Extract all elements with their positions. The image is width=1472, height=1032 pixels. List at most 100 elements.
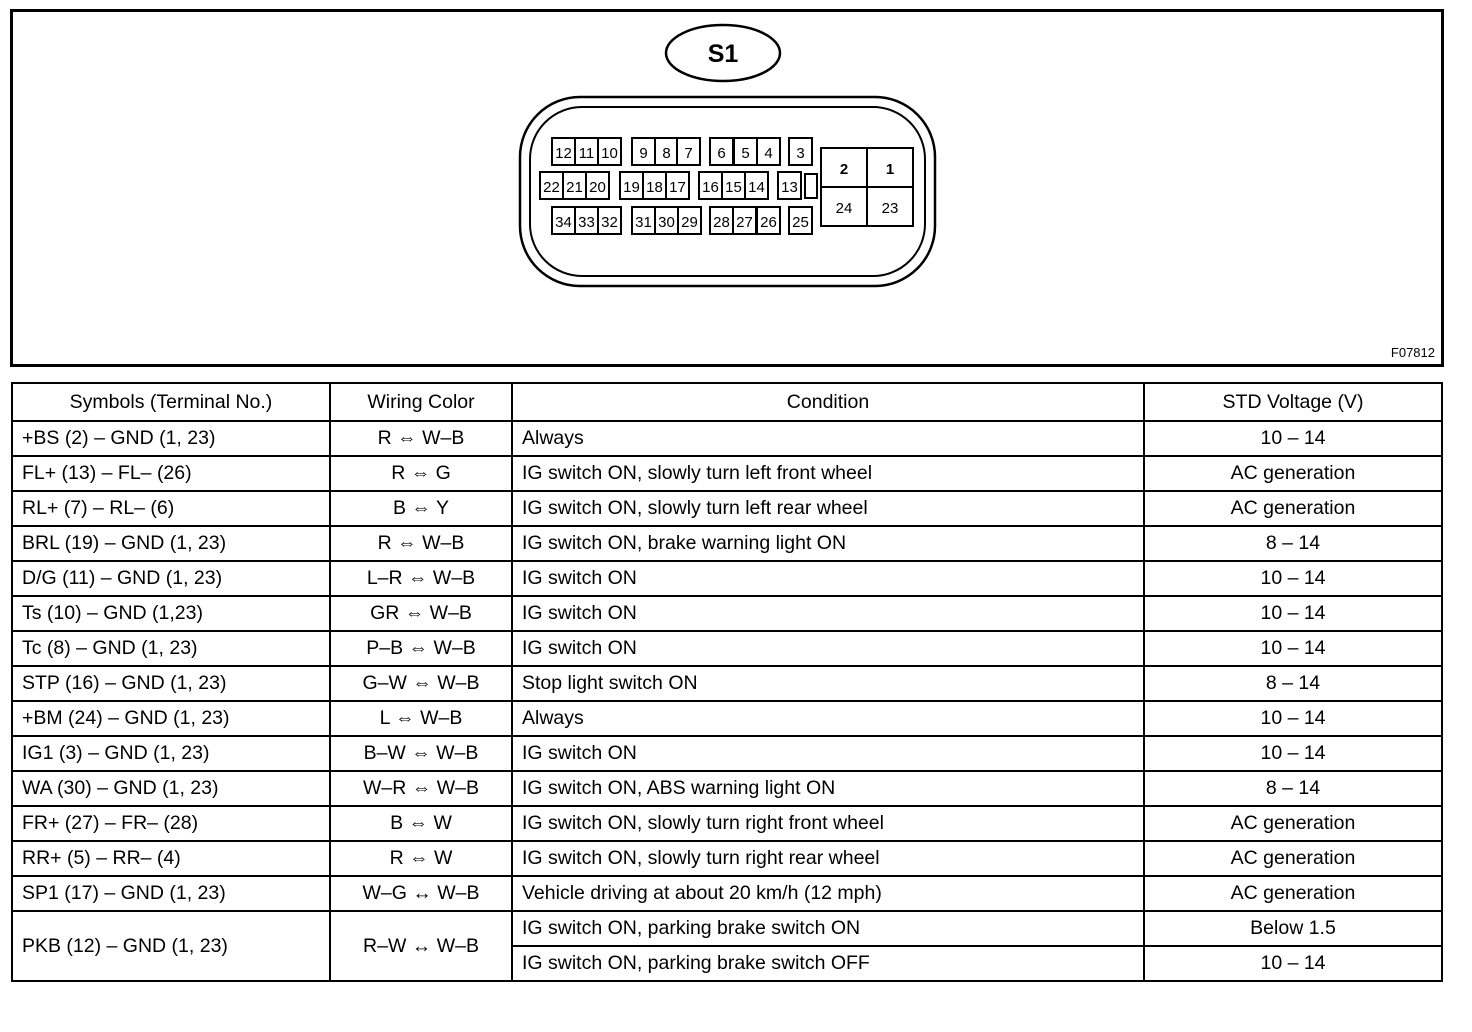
connector-label-oval — [664, 23, 782, 83]
cell-std-voltage: 8 – 14 — [1143, 665, 1443, 702]
cell-symbols: FR+ (27) – FR– (28) — [11, 805, 331, 842]
cell-condition: IG switch ON, slowly turn right front wh… — [511, 805, 1145, 842]
table-row: +BS (2) – GND (1, 23) R ⇔ W–B Always 10 – 1… — [11, 420, 1443, 457]
power-pin-cavity — [866, 147, 914, 188]
cell-std-voltage: 10 – 14 — [1143, 630, 1443, 667]
pin-cavity — [597, 206, 622, 235]
pin-number: 27 — [736, 214, 753, 231]
table-row: SP1 (17) – GND (1, 23) W–G ↔ W–B Vehicle d… — [11, 875, 1443, 912]
cell-wiring-color: G–W ⇔ W–B — [329, 665, 513, 702]
cell-wiring-color: GR ⇔ W–B — [329, 595, 513, 632]
header-symbols: Symbols (Terminal No.) — [11, 382, 331, 422]
pin-number: 1 — [886, 161, 894, 178]
pin-number: 31 — [635, 214, 652, 231]
cell-wiring-color: R ⇔ G — [329, 455, 513, 492]
pin-number: 19 — [623, 179, 640, 196]
pin-number: 6 — [717, 145, 725, 162]
pin-number: 24 — [836, 200, 853, 217]
pin-cavity — [777, 171, 802, 200]
pin-number: 33 — [578, 214, 595, 231]
figure-code: F07812 — [1390, 345, 1435, 360]
pin-number: 10 — [601, 145, 618, 162]
cell-condition: IG switch ON, parking brake switch ON — [511, 910, 1145, 947]
pin-cavity — [756, 206, 781, 235]
pin-number: 14 — [748, 179, 765, 196]
cell-symbols: SP1 (17) – GND (1, 23) — [11, 875, 331, 912]
pin-number: 28 — [713, 214, 730, 231]
pin-number: 25 — [792, 214, 809, 231]
cell-symbols: WA (30) – GND (1, 23) — [11, 770, 331, 807]
cell-symbols: D/G (11) – GND (1, 23) — [11, 560, 331, 597]
table-row: Tc (8) – GND (1, 23) P–B ⇔ W–B IG switch O… — [11, 630, 1443, 667]
pin-number: 5 — [741, 145, 749, 162]
table-row: STP (16) – GND (1, 23) G–W ⇔ W–B Stop ligh… — [11, 665, 1443, 702]
table-row: RL+ (7) – RL– (6) B ⇔ Y IG switch ON, slow… — [11, 490, 1443, 527]
cell-std-voltage: AC generation — [1143, 455, 1443, 492]
pin-cavity — [676, 137, 701, 166]
cell-symbols: +BS (2) – GND (1, 23) — [11, 420, 331, 457]
cell-symbols: STP (16) – GND (1, 23) — [11, 665, 331, 702]
connector-diagram: S1 12 11 10 9 8 7 6 5 4 3 22 21 20 19 18 17 16 15 14 13 34 33 3… — [10, 9, 1444, 367]
table-row: D/G (11) – GND (1, 23) L–R ⇔ W–B IG switch… — [11, 560, 1443, 597]
table-row: FR+ (27) – FR– (28) B ⇔ W IG switch ON, sl… — [11, 805, 1443, 842]
header-wiring-color: Wiring Color — [329, 382, 513, 422]
cell-condition: Always — [511, 420, 1145, 457]
cell-std-voltage: AC generation — [1143, 490, 1443, 527]
header-condition: Condition — [511, 382, 1145, 422]
cell-wiring-color: R ⇔ W — [329, 840, 513, 877]
cell-symbols: +BM (24) – GND (1, 23) — [11, 700, 331, 737]
pin-cavity — [788, 137, 813, 166]
cell-std-voltage: 10 – 14 — [1143, 420, 1443, 457]
cell-condition: IG switch ON — [511, 630, 1145, 667]
cell-symbols: FL+ (13) – FL– (26) — [11, 455, 331, 492]
cell-condition: Stop light switch ON — [511, 665, 1145, 702]
table-row: Ts (10) – GND (1,23) GR ⇔ W–B IG switch ON… — [11, 595, 1443, 632]
cell-std-voltage: AC generation — [1143, 805, 1443, 842]
table-row: BRL (19) – GND (1, 23) R ⇔ W–B IG switch O… — [11, 525, 1443, 562]
pin-cavity — [756, 137, 781, 166]
pin-number: 8 — [662, 145, 670, 162]
connector-inner-shell — [529, 106, 926, 277]
cell-condition: IG switch ON — [511, 735, 1145, 772]
table-row: WA (30) – GND (1, 23) W–R ⇔ W–B IG switch … — [11, 770, 1443, 807]
cell-condition: IG switch ON, brake warning light ON — [511, 525, 1145, 562]
cell-std-voltage: 8 – 14 — [1143, 770, 1443, 807]
pin-number: 21 — [566, 179, 583, 196]
cell-condition: IG switch ON, ABS warning light ON — [511, 770, 1145, 807]
cell-symbols: Tc (8) – GND (1, 23) — [11, 630, 331, 667]
pin-number: 3 — [796, 145, 804, 162]
pin-cavity — [665, 171, 690, 200]
pin-number: 7 — [684, 145, 692, 162]
cell-condition: Always — [511, 700, 1145, 737]
cell-wiring-color: R ⇔ W–B — [329, 525, 513, 562]
pin-cavity — [585, 171, 610, 200]
pin-number: 29 — [681, 214, 698, 231]
cell-std-voltage: AC generation — [1143, 875, 1443, 912]
pin-number: 11 — [579, 145, 595, 162]
pin-number: 32 — [601, 214, 618, 231]
cell-condition: IG switch ON — [511, 560, 1145, 597]
pin-number: 15 — [725, 179, 742, 196]
table-row: IG switch ON, parking brake switch OFF 10… — [12, 945, 1443, 982]
table-row: IG1 (3) – GND (1, 23) B–W ⇔ W–B IG switch … — [11, 735, 1443, 772]
cell-symbols: RL+ (7) – RL– (6) — [11, 490, 331, 527]
connector-outer-shell — [518, 95, 937, 288]
cell-wiring-color: W–R ⇔ W–B — [329, 770, 513, 807]
pin-number: 34 — [555, 214, 572, 231]
table-row: RR+ (5) – RR– (4) R ⇔ W IG switch ON, slow… — [11, 840, 1443, 877]
cell-wiring-color: R ⇔ W–B — [329, 420, 513, 457]
cell-wiring-color: R–W ↔ W–B — [329, 910, 513, 982]
connector-label: S1 — [708, 40, 739, 68]
pin-cavity — [677, 206, 702, 235]
cell-std-voltage: AC generation — [1143, 840, 1443, 877]
pin-number: 2 — [840, 161, 848, 178]
pin-number: 20 — [589, 179, 606, 196]
cell-std-voltage: Below 1.5 — [1143, 910, 1443, 947]
cell-condition: IG switch ON — [511, 595, 1145, 632]
cell-std-voltage: 10 – 14 — [1143, 735, 1443, 772]
pin-number: 22 — [543, 179, 560, 196]
pin-number: 4 — [764, 145, 772, 162]
pin-number: 26 — [760, 214, 777, 231]
table-row: FL+ (13) – FL– (26) R ⇔ G IG switch ON, sl… — [11, 455, 1443, 492]
